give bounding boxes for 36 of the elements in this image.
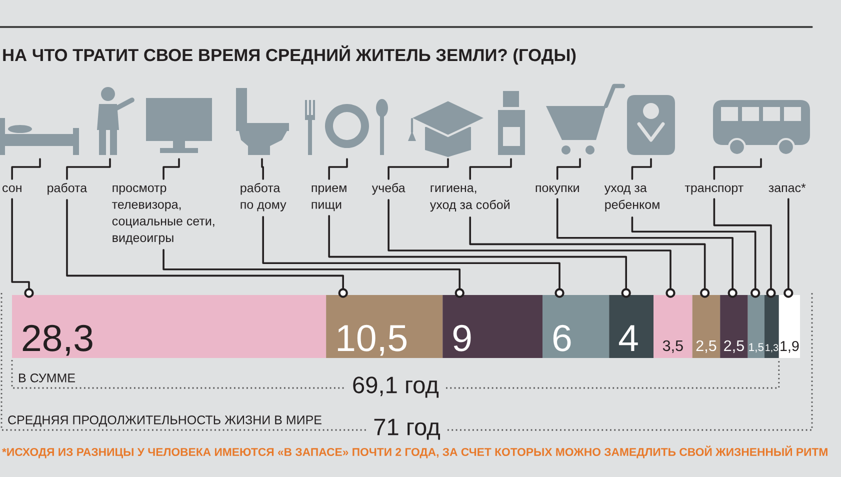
bar xyxy=(692,295,720,358)
chart-title: НА ЧТО ТРАТИТ СВОЕ ВРЕМЯ СРЕДНИЙ ЖИТЕЛЬ ЗЕМЛИ? (ГОДЫ) xyxy=(3,45,576,65)
data-label: 1,3 xyxy=(766,344,778,352)
data-label: 1,9 xyxy=(780,340,799,353)
data-label: 28,3 xyxy=(22,324,92,356)
bar xyxy=(609,295,654,358)
text: уход за ребенком xyxy=(604,185,660,212)
text: работа по дому xyxy=(240,183,286,212)
data-label: 2,5 xyxy=(724,340,744,353)
text: учеба xyxy=(372,183,406,195)
bar xyxy=(654,295,692,358)
text: покупки xyxy=(536,185,579,195)
text: запас* xyxy=(768,183,806,192)
data-label: 1,5 xyxy=(749,343,764,352)
data-label: 6 xyxy=(553,324,571,352)
text: СРЕДНЯЯ ПРОДОЛЖИТЕЛЬНОСТЬ ЖИЗНИ В МИРЕ xyxy=(8,416,322,427)
bar xyxy=(720,295,748,358)
data-label: 10,5 xyxy=(338,324,407,356)
text: гигиена, уход за собой xyxy=(430,185,510,212)
data-label: 3,5 xyxy=(662,340,683,353)
text: сон xyxy=(2,185,22,192)
bar xyxy=(12,295,326,358)
text: прием пищи xyxy=(312,185,346,212)
text: работа xyxy=(48,183,88,195)
bar xyxy=(442,295,543,358)
text: транспорт xyxy=(684,185,744,195)
text: 71 год xyxy=(374,418,440,440)
text: *ИСХОДЯ ИЗ РАЗНИЦЫ У ЧЕЛОВЕКА ИМЕЮТСЯ «В ЗАПАСЕ» ПОЧТИ 2 ГОДА, ЗА СЧЕТ КОТОРЫХ МОЖНО ЗАМЕДЛИТЬ СВОЙ ЖИЗНЕННЫЙ РИТМ xyxy=(2,446,828,458)
data-label: 9 xyxy=(453,324,471,352)
data-label: 4 xyxy=(618,325,638,351)
text: 69,1 год xyxy=(353,376,439,398)
text: В СУММЕ xyxy=(19,374,75,382)
bar xyxy=(542,295,610,358)
text: просмотр телевизора, социальные сети, видеоигры xyxy=(112,185,214,245)
bar xyxy=(326,295,443,358)
data-label: 2,5 xyxy=(696,340,716,353)
